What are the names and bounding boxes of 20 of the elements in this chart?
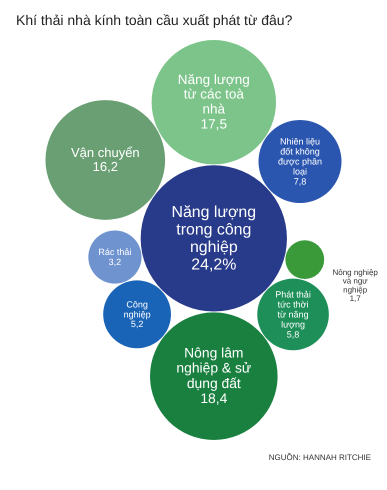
category-label: Phát thải tức thời từ năng lượng xyxy=(275,290,311,330)
data-label: 18,4 xyxy=(200,390,228,406)
data-label: 17,5 xyxy=(200,116,227,132)
data-label: 5,2 xyxy=(130,319,144,330)
category-label: Nông lâm nghiệp & sử dụng đất xyxy=(176,344,252,391)
data-label: 1,7 xyxy=(350,294,362,304)
data-label: 16,2 xyxy=(92,159,118,174)
category-label: Năng lượng từ các toà nhà xyxy=(178,72,250,117)
category-label: Nông nghiệp và ngư nghiệp xyxy=(332,268,378,294)
text: Khí thải nhà kính toàn cầu xuất phát từ đâu? xyxy=(16,12,293,28)
category-label: Vận chuyển xyxy=(70,144,140,160)
category-label: Rác thải xyxy=(98,247,132,258)
category-label: Năng lượng trong công nghiệp xyxy=(172,204,256,256)
category-label: Công nghiệp xyxy=(124,299,151,320)
data-label: 24,2% xyxy=(191,256,236,274)
category-label: Nhiên liệu đốt không được phân loại xyxy=(278,136,322,176)
data-label: 5,8 xyxy=(286,329,300,340)
data-label: 7,8 xyxy=(294,176,306,186)
data-label: 3,2 xyxy=(108,257,122,268)
text: NGUỒN: HANNAH RITCHIE xyxy=(268,452,371,462)
